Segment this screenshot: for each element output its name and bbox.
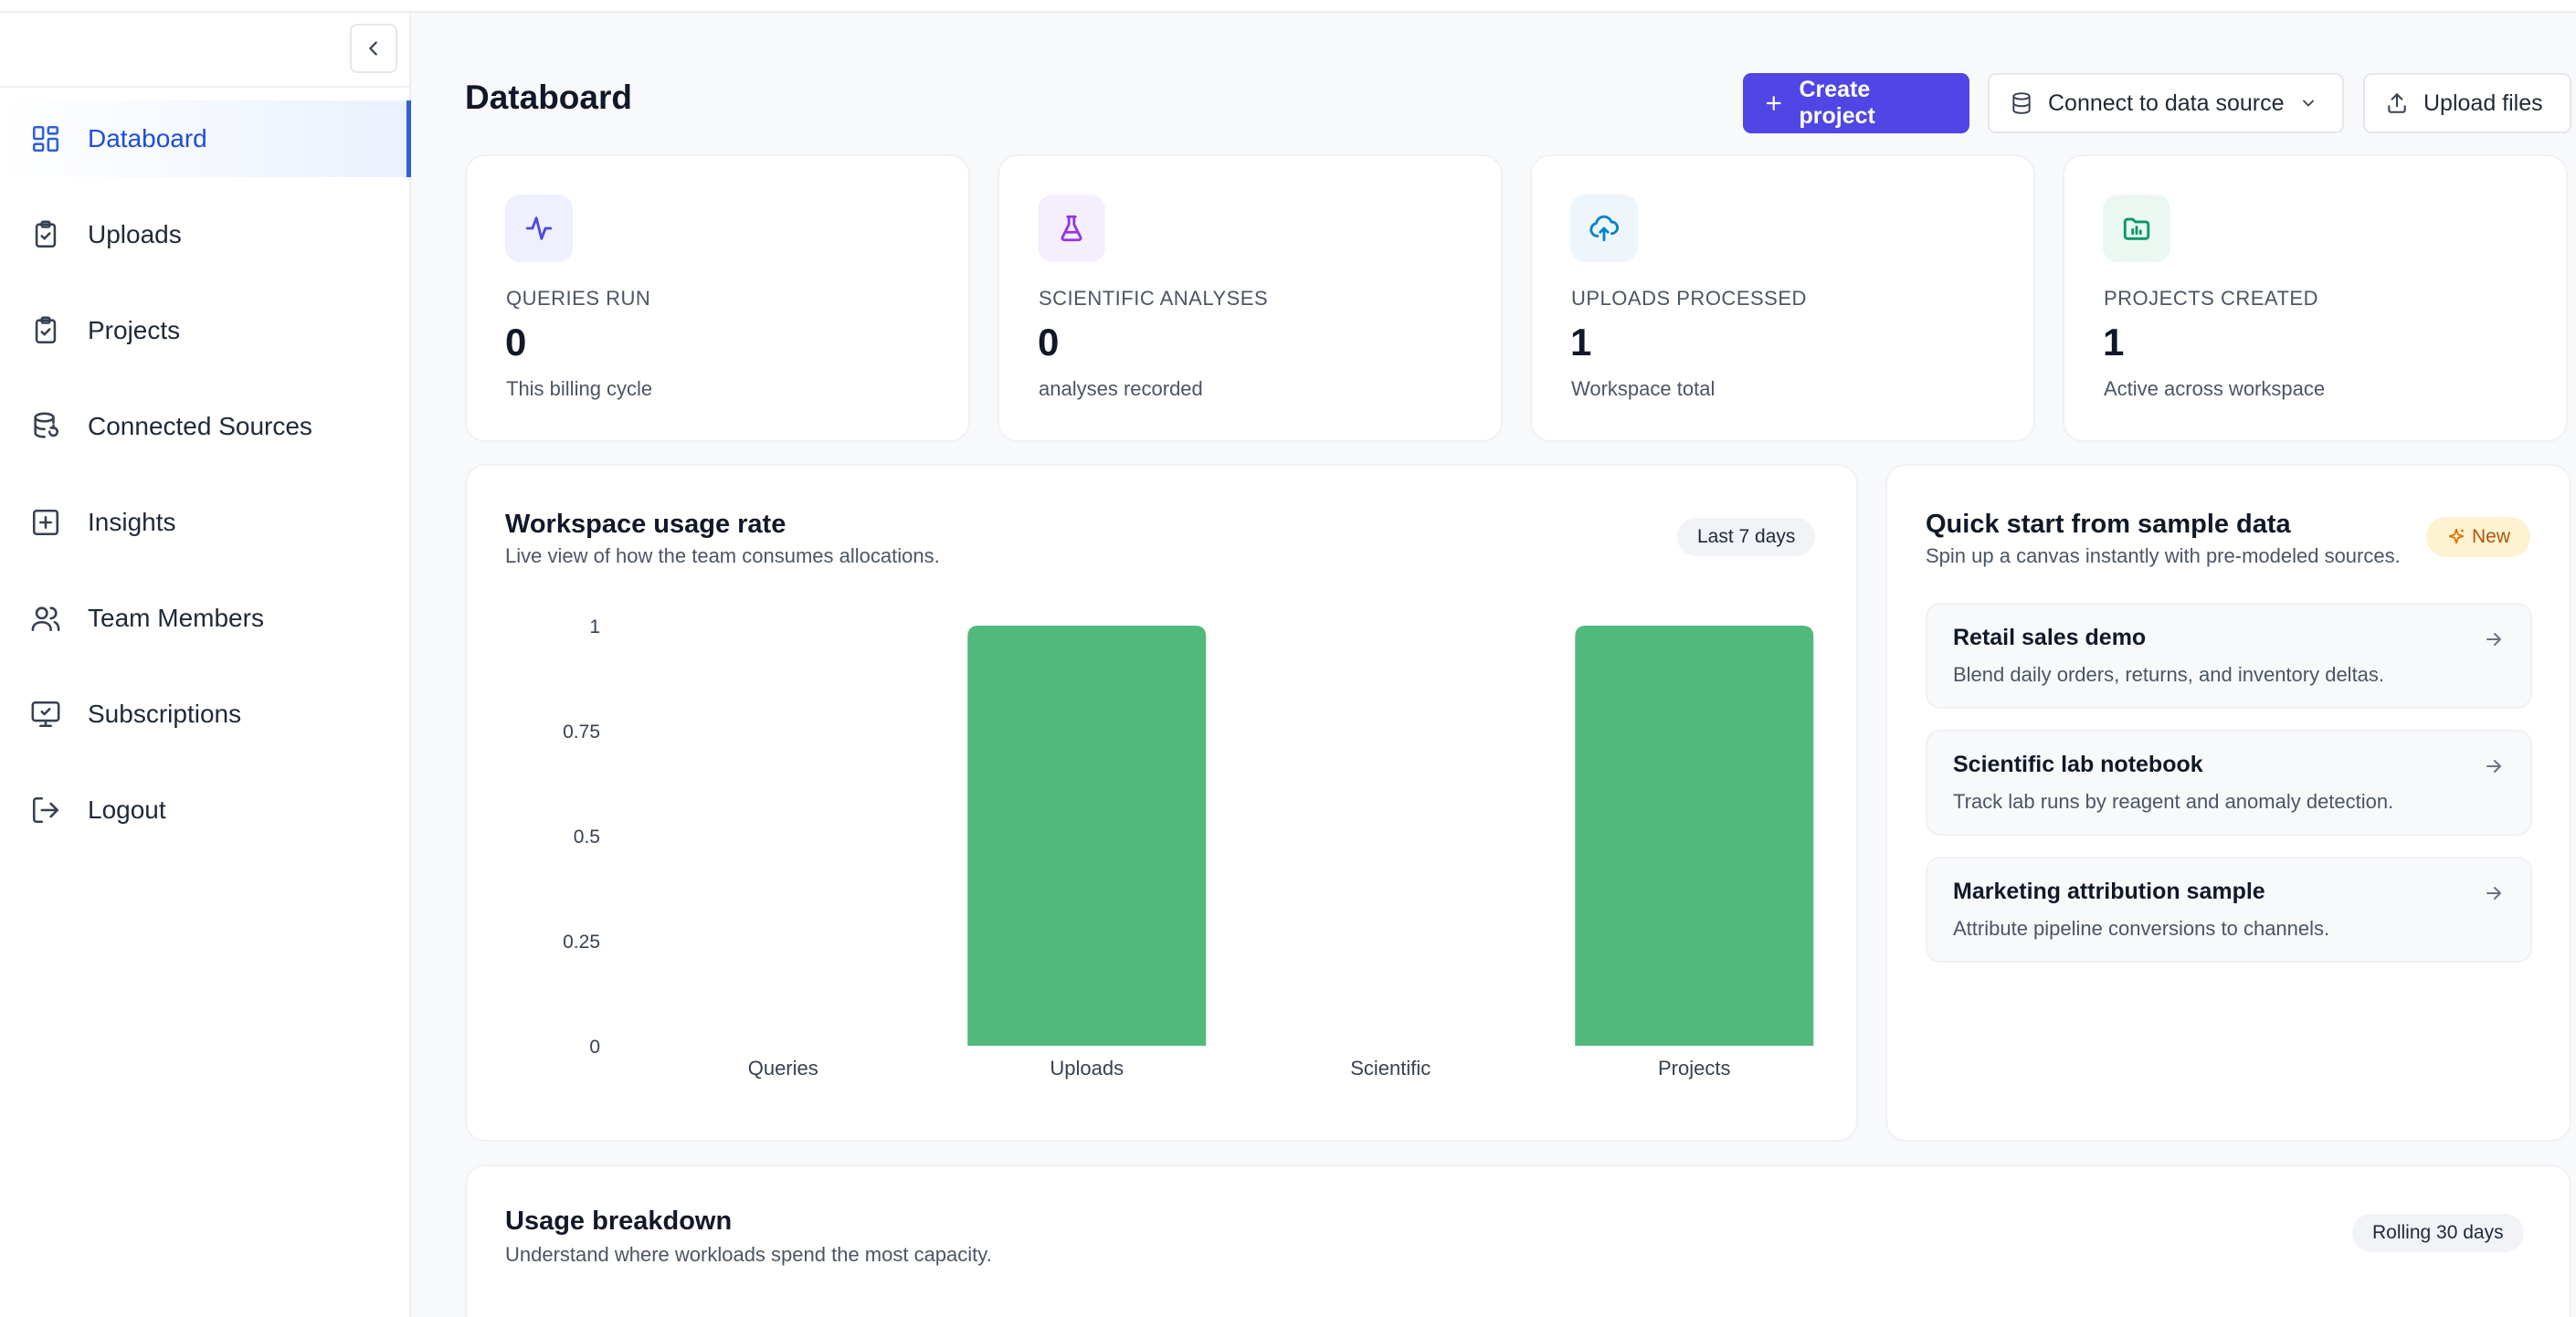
sidebar-item-databoard[interactable]: Databoard [0, 100, 411, 177]
stat-card-queries: QUERIES RUN 0 This billing cycle [465, 154, 970, 442]
activity-icon [505, 195, 573, 262]
y-tick-label: 0.75 [563, 722, 600, 743]
clipboard-check-icon [29, 218, 62, 251]
sidebar-nav: Databoard Uploads Projects Connected Sou… [0, 100, 411, 868]
sample-title: Retail sales demo [1953, 625, 2147, 650]
sparkle-icon [2448, 528, 2465, 544]
sample-title: Marketing attribution sample [1953, 879, 2265, 904]
new-badge-label: New [2471, 526, 2510, 547]
x-tick-label: Projects [1658, 1057, 1730, 1080]
page-title: Databoard [465, 79, 632, 116]
stat-subtext: Workspace total [1571, 377, 1716, 400]
sample-description: Blend daily orders, returns, and invento… [1953, 663, 2385, 686]
new-badge: New [2426, 517, 2530, 557]
sidebar-item-projects[interactable]: Projects [0, 292, 411, 369]
sample-description: Attribute pipeline conversions to channe… [1953, 917, 2330, 940]
stat-card-uploads: UPLOADS PROCESSED 1 Workspace total [1530, 154, 2035, 442]
top-bar [0, 0, 2576, 13]
sample-retail-sales[interactable]: Retail sales demo Blend daily orders, re… [1926, 603, 2532, 709]
plus-icon [1766, 96, 1781, 111]
dashboard-icon [29, 122, 62, 155]
sidebar-item-label: Subscriptions [88, 700, 242, 728]
usage-breakdown-panel: Usage breakdown Understand where workloa… [465, 1164, 2571, 1317]
range-filter-badge[interactable]: Last 7 days [1677, 518, 1816, 556]
sample-marketing-attribution[interactable]: Marketing attribution sample Attribute p… [1926, 857, 2532, 963]
sidebar-divider [0, 86, 409, 88]
bar-uploads[interactable] [967, 626, 1207, 1046]
sidebar-item-label: Insights [88, 508, 176, 536]
stat-card-projects: PROJECTS CREATED 1 Active across workspa… [2063, 154, 2568, 442]
sidebar-item-subscriptions[interactable]: Subscriptions [0, 676, 411, 753]
sidebar-item-uploads[interactable]: Uploads [0, 196, 411, 273]
flask-icon [1038, 195, 1105, 262]
stat-subtext: analyses recorded [1039, 377, 1203, 400]
sample-scientific-lab-notebook[interactable]: Scientific lab notebook Track lab runs b… [1926, 730, 2532, 836]
stat-value: 0 [1038, 321, 1060, 363]
folder-chart-icon [2103, 195, 2170, 262]
stat-subtext: Active across workspace [2104, 377, 2326, 400]
bar-projects[interactable] [1575, 626, 1814, 1046]
chevron-down-icon [2302, 100, 2314, 107]
stat-label: PROJECTS CREATED [2104, 287, 2318, 310]
sidebar-item-team-members[interactable]: Team Members [0, 580, 411, 657]
quick-start-title: Quick start from sample data [1926, 510, 2291, 539]
upload-files-button[interactable]: Upload files [2363, 73, 2571, 133]
rolling-range-badge[interactable]: Rolling 30 days [2352, 1214, 2524, 1252]
sidebar-item-label: Team Members [88, 604, 264, 632]
database-icon [2012, 92, 2031, 114]
y-tick-label: 1 [589, 616, 600, 637]
arrow-right-icon [2486, 633, 2501, 646]
arrow-right-icon [2486, 760, 2501, 773]
stat-label: SCIENTIFIC ANALYSES [1039, 287, 1269, 310]
stat-label: UPLOADS PROCESSED [1571, 287, 1807, 310]
create-project-label: Create project [1799, 77, 1875, 129]
sidebar-item-label: Connected Sources [88, 412, 312, 440]
clipboard-check-icon [29, 314, 62, 347]
stat-value: 1 [2103, 321, 2125, 363]
sidebar-item-logout[interactable]: Logout [0, 772, 411, 848]
sidebar-item-label: Uploads [88, 220, 182, 248]
y-tick-label: 0 [589, 1037, 600, 1058]
collapse-sidebar-button[interactable] [350, 24, 397, 73]
y-tick-label: 0.25 [563, 932, 600, 953]
sidebar-item-label: Databoard [88, 124, 207, 153]
y-tick-label: 0.5 [574, 827, 600, 848]
chevron-left-icon [369, 41, 377, 56]
create-project-button[interactable]: Create project [1743, 73, 1969, 133]
sidebar-item-insights[interactable]: Insights [0, 484, 411, 561]
sidebar: Databoard Uploads Projects Connected Sou… [0, 13, 411, 1317]
arrow-right-icon [2486, 887, 2501, 900]
database-sync-icon [29, 410, 62, 443]
usage-rate-title: Workspace usage rate [505, 510, 787, 539]
stat-value: 0 [505, 321, 527, 363]
logout-icon [29, 794, 62, 827]
connect-data-source-label: Connect to data source [2048, 90, 2285, 116]
usage-rate-panel: Workspace usage rate Live view of how th… [465, 464, 1858, 1142]
usage-breakdown-title: Usage breakdown [505, 1206, 733, 1236]
monitor-check-icon [29, 698, 62, 731]
stat-card-scientific: SCIENTIFIC ANALYSES 0 analyses recorded [998, 154, 1503, 442]
stat-value: 1 [1570, 321, 1592, 363]
sidebar-item-label: Logout [88, 795, 166, 824]
quick-start-panel: Quick start from sample data Spin up a c… [1885, 464, 2571, 1142]
upload-icon [2388, 93, 2406, 113]
stat-label: QUERIES RUN [506, 287, 651, 310]
usage-bar-chart: 0 0.25 0.5 0.75 1 Queries Uploads Scientific Pro… [563, 616, 1814, 1080]
plus-square-icon [29, 506, 62, 539]
connect-data-source-button[interactable]: Connect to data source [1988, 73, 2344, 133]
sample-description: Track lab runs by reagent and anomaly de… [1953, 790, 2394, 813]
sample-title: Scientific lab notebook [1953, 752, 2203, 777]
usage-breakdown-subtitle: Understand where workloads spend the mos… [505, 1243, 992, 1266]
x-tick-label: Queries [748, 1057, 818, 1080]
x-tick-label: Uploads [1050, 1057, 1124, 1080]
sidebar-item-connected-sources[interactable]: Connected Sources [0, 388, 411, 465]
x-tick-label: Scientific [1350, 1057, 1431, 1080]
cloud-upload-icon [1570, 195, 1638, 262]
sidebar-item-label: Projects [88, 316, 181, 344]
quick-start-subtitle: Spin up a canvas instantly with pre-mode… [1926, 544, 2401, 567]
upload-files-label: Upload files [2423, 90, 2543, 116]
usage-rate-subtitle: Live view of how the team consumes alloc… [505, 544, 940, 567]
stat-subtext: This billing cycle [506, 377, 653, 400]
users-icon [29, 602, 62, 635]
